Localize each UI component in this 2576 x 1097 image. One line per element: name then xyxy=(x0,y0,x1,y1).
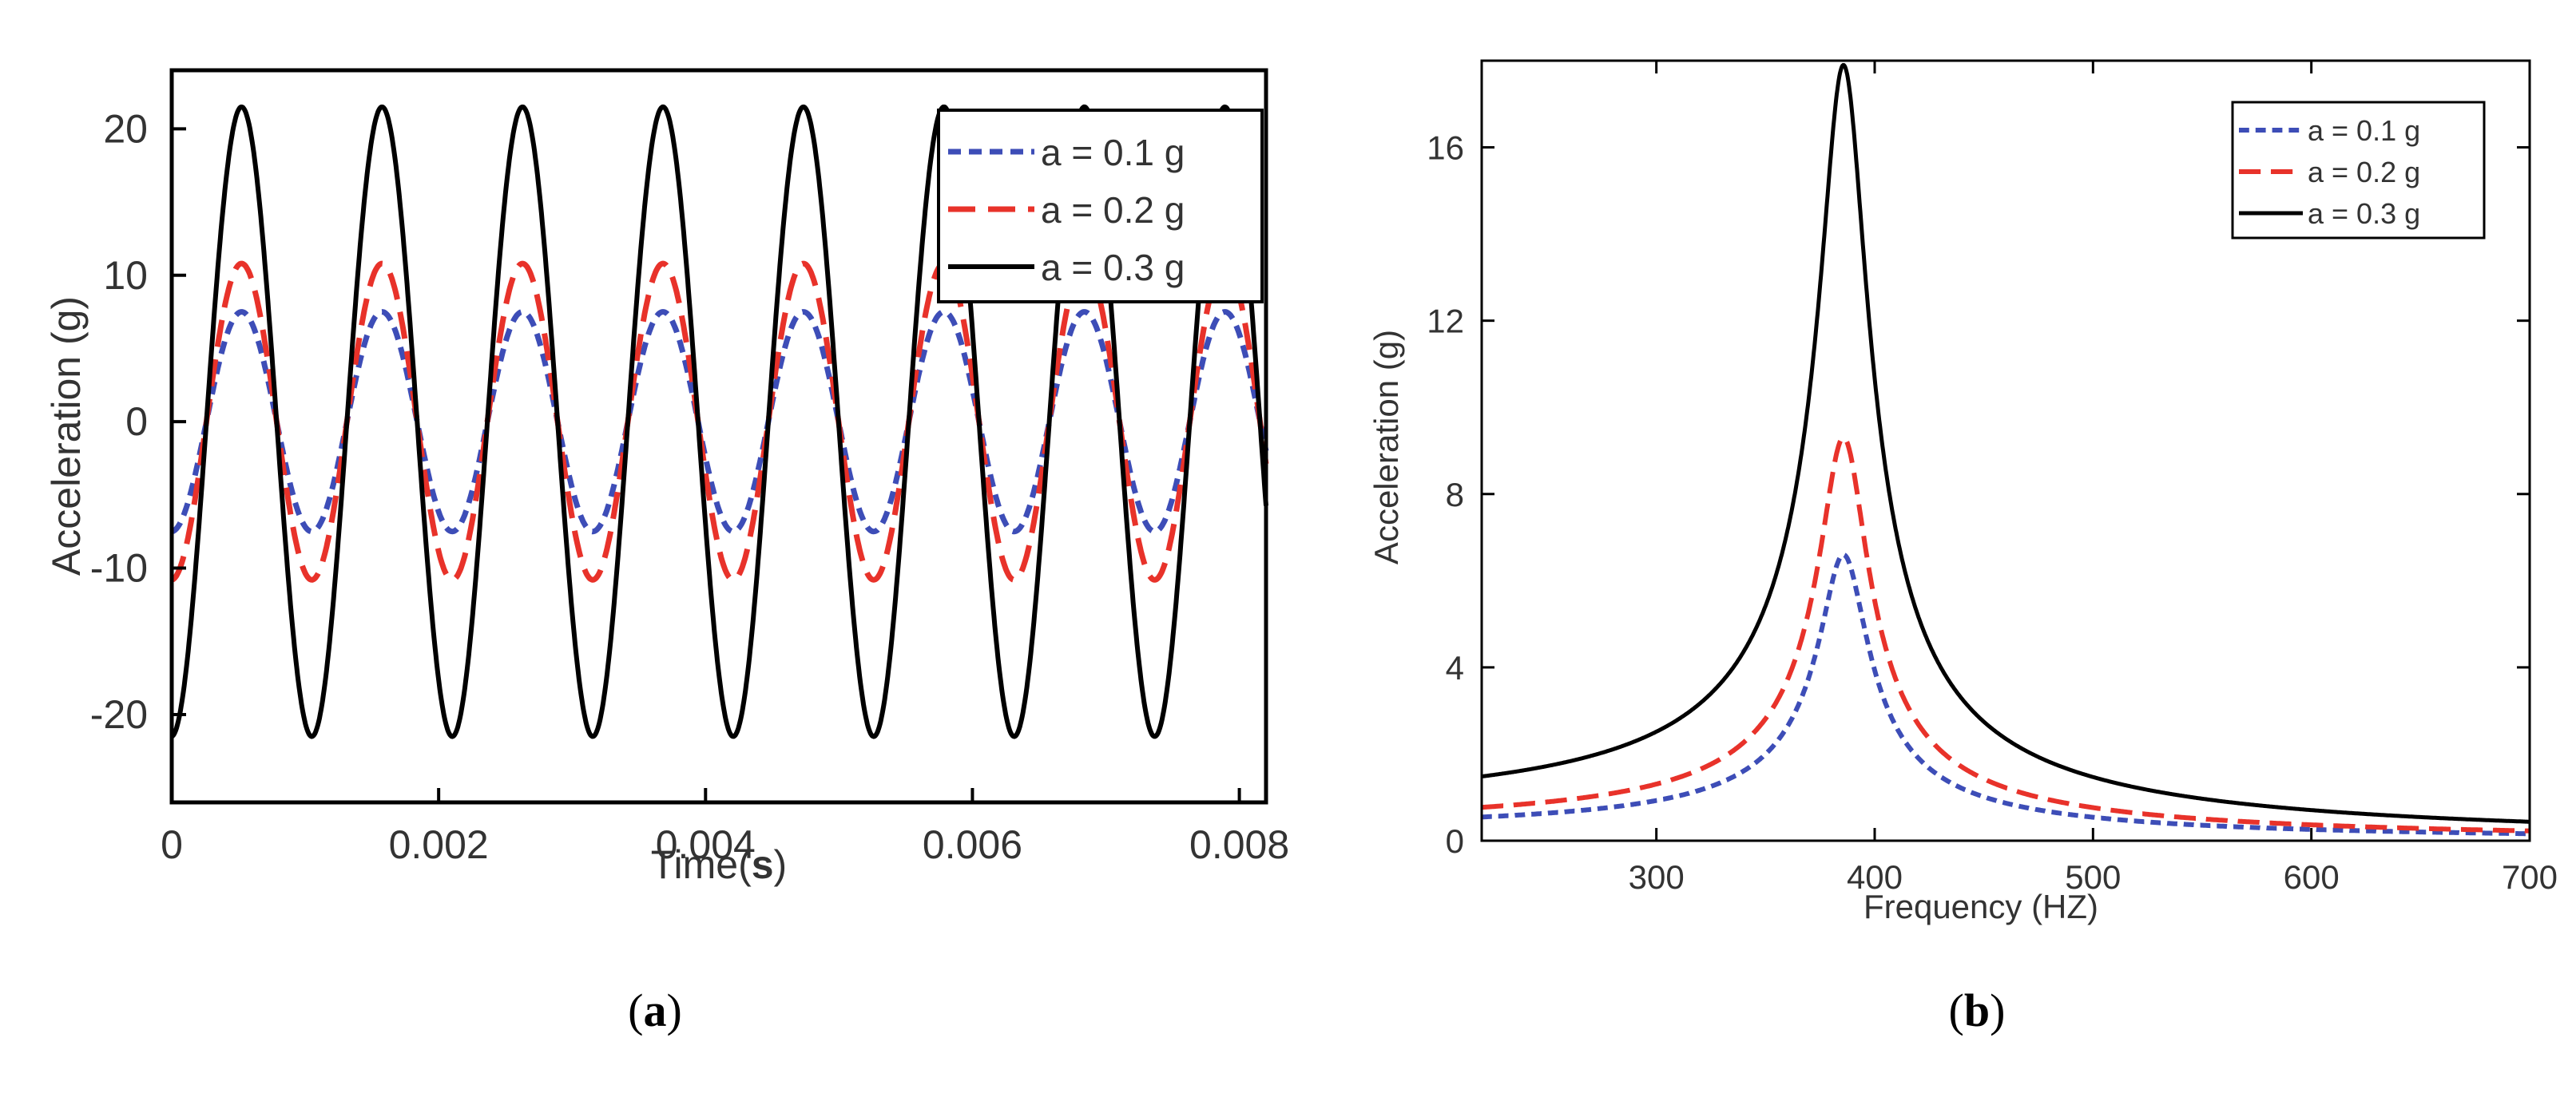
chart-b-series-line xyxy=(1482,552,2530,837)
chart-a-ticks: 0 0.002 0.004 0.006 0.008 -20 -10 0 10 20 xyxy=(90,106,1289,867)
chart-a: 0 0.002 0.004 0.006 0.008 -20 -10 0 10 20 a = 0.1… xyxy=(44,68,1289,1036)
chart-b-xtick-label: 600 xyxy=(2284,858,2340,896)
chart-b-series-line xyxy=(1481,435,2530,834)
chart-a-xtick-label: 0.002 xyxy=(389,822,489,867)
chart-b-series-line xyxy=(1481,62,2530,824)
chart-a-ytick-label: 20 xyxy=(103,106,148,151)
chart-a-series-line xyxy=(170,260,1269,583)
chart-b-ytick-label: 12 xyxy=(1427,303,1464,340)
chart-b-legend-label: a = 0.2 g xyxy=(2308,156,2420,188)
chart-a-ytick-label: 0 xyxy=(125,399,148,444)
chart-b-ylabel: Acceleration (g) xyxy=(1367,330,1405,564)
chart-b-ytick-label: 0 xyxy=(1446,822,1464,860)
chart-a-xtick-label: 0.006 xyxy=(923,822,1022,867)
chart-a-ytick-label: -20 xyxy=(90,692,148,737)
chart-b-xlabel: Frequency (HZ) xyxy=(1864,888,2098,925)
chart-b-ytick-label: 4 xyxy=(1446,649,1464,687)
chart-a-panel-label: (a) xyxy=(628,984,682,1036)
chart-a-xtick-label: 0.008 xyxy=(1189,822,1289,867)
chart-a-legend-label: a = 0.2 g xyxy=(1041,189,1185,231)
chart-a-xtick-label: 0 xyxy=(161,822,183,867)
chart-b-ytick-label: 8 xyxy=(1446,476,1464,513)
chart-a-series xyxy=(170,104,1269,739)
chart-b-xtick-label: 300 xyxy=(1629,858,1685,896)
chart-a-xlabel: Time(s) xyxy=(651,842,787,887)
chart-a-legend-box xyxy=(937,109,1264,303)
chart-b-ytick-label: 16 xyxy=(1427,129,1464,167)
chart-b-legend-label: a = 0.3 g xyxy=(2308,197,2420,230)
chart-a-series-line xyxy=(170,104,1268,739)
chart-b-legend-label: a = 0.1 g xyxy=(2308,114,2420,147)
chart-a-frame xyxy=(169,68,1268,805)
chart-b-xtick-label: 700 xyxy=(2502,858,2558,896)
chart-a-ytick-label: 10 xyxy=(103,253,148,298)
chart-b-panel-label: (b) xyxy=(1949,984,2006,1036)
chart-b-ticks: 300 400 500 600 700 0 4 8 12 16 xyxy=(1427,61,2558,896)
chart-a-ylabel: Acceleration (g) xyxy=(44,296,89,576)
chart-a-legend-label: a = 0.1 g xyxy=(1041,132,1185,173)
chart-b-frame xyxy=(1480,59,2531,842)
chart-b-xtick-label: 400 xyxy=(1847,858,1903,896)
chart-b-xtick-label: 500 xyxy=(2065,858,2121,896)
chart-a-legend-label: a = 0.3 g xyxy=(1041,247,1185,288)
chart-b-series xyxy=(1481,62,2530,837)
chart-a-legend: a = 0.1 g a = 0.2 g a = 0.3 g xyxy=(937,109,1264,303)
chart-a-xtick-label: 0.004 xyxy=(656,822,756,867)
chart-a-ytick-label: -10 xyxy=(90,546,148,591)
chart-b-legend: a = 0.1 g a = 0.2 g a = 0.3 g xyxy=(2231,101,2486,240)
chart-b: 300 400 500 600 700 0 4 8 12 16 a = 0.1 g a = 0.2 … xyxy=(1367,59,2558,1036)
